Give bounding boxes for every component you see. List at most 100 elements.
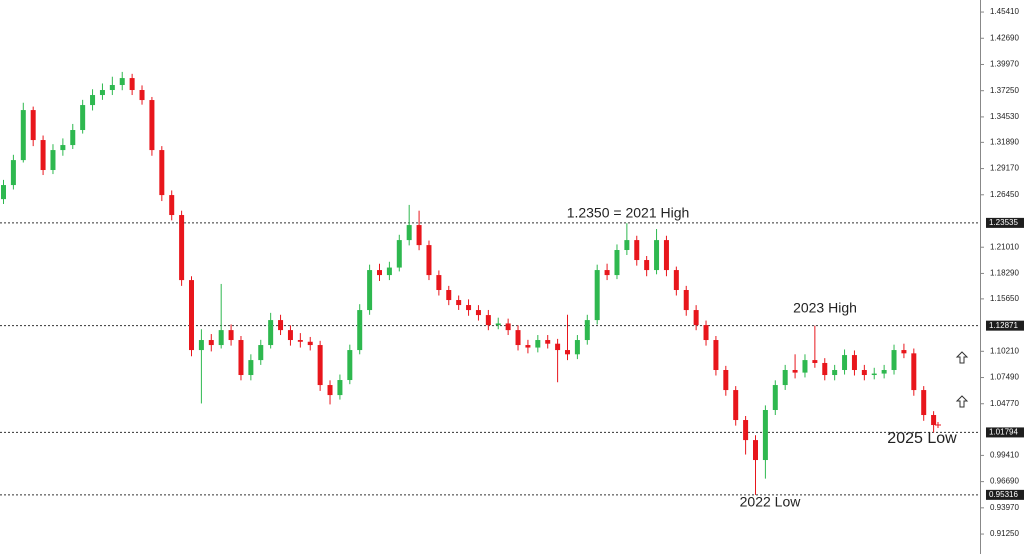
y-tick-label: 1.42690 <box>990 33 1019 42</box>
candle-body <box>30 110 36 141</box>
y-tick-label: 1.34530 <box>990 112 1019 121</box>
arrow-icon <box>955 395 969 408</box>
candle-body <box>663 240 669 271</box>
level-box <box>986 489 1024 500</box>
candle-body <box>584 320 590 341</box>
annotation: 2025 Low <box>887 430 957 447</box>
candle-body <box>337 380 343 396</box>
candle-body <box>198 340 204 351</box>
candle-body <box>327 385 333 396</box>
candle-body <box>10 160 16 186</box>
candle-body <box>634 240 640 261</box>
candle-body <box>406 225 412 241</box>
level-box <box>986 427 1024 438</box>
candle-body <box>456 300 462 306</box>
annotation: 2022 Low <box>740 494 802 510</box>
candle-body <box>80 105 86 131</box>
candle-body <box>40 140 46 171</box>
candle-body <box>614 250 620 276</box>
candle-body <box>179 215 185 281</box>
candle-body <box>159 150 165 196</box>
y-tick-label: 0.96690 <box>990 477 1019 486</box>
candle-body <box>287 330 293 341</box>
candle-body <box>109 85 115 91</box>
candle-body <box>495 323 501 326</box>
candle-body <box>574 340 580 355</box>
candle-body <box>90 95 96 106</box>
candle-body <box>218 330 224 346</box>
candle-body <box>515 330 521 346</box>
y-tick-label: 0.99410 <box>990 451 1019 460</box>
candle-body <box>723 370 729 391</box>
y-tick-label: 1.04770 <box>990 399 1019 408</box>
candle-body <box>1 185 6 200</box>
candle-body <box>70 130 76 146</box>
candle-body <box>851 355 857 371</box>
candle-body <box>268 320 274 346</box>
candle-body <box>822 362 828 376</box>
candle-body <box>99 90 105 96</box>
candle-body <box>475 310 481 316</box>
candle-body <box>139 90 145 101</box>
candle-body <box>891 350 897 371</box>
candle-body <box>386 267 392 276</box>
candle-body <box>733 390 739 421</box>
candle-body <box>812 360 818 363</box>
y-tick-label: 1.26450 <box>990 190 1019 199</box>
candle-body <box>505 323 511 331</box>
candle-body <box>594 270 600 321</box>
candle-body <box>871 373 877 376</box>
y-tick-label: 1.21010 <box>990 242 1019 251</box>
annotation: 1.2350 = 2021 High <box>567 205 690 221</box>
candle-body <box>297 340 303 342</box>
candle-body <box>921 390 927 416</box>
arrow-icon <box>955 351 969 364</box>
candle-body <box>832 370 838 376</box>
candle-body <box>426 245 432 276</box>
candle-body <box>693 310 699 326</box>
candle-body <box>911 353 917 391</box>
y-tick-label: 1.29170 <box>990 164 1019 173</box>
candle-body <box>604 270 610 276</box>
candle-body <box>367 270 373 311</box>
y-tick-label: 1.15650 <box>990 294 1019 303</box>
candle-body <box>149 100 155 151</box>
candle-body <box>347 350 353 381</box>
candle-body <box>644 260 650 271</box>
candle-body <box>485 315 491 326</box>
candle-body <box>555 343 561 351</box>
y-tick-label: 0.93970 <box>990 503 1019 512</box>
candle-body <box>278 320 284 331</box>
candle-body <box>377 270 382 276</box>
candle-body <box>565 350 570 355</box>
candle-body <box>931 415 937 426</box>
candle-body <box>881 370 887 374</box>
candle-body <box>703 325 709 341</box>
candle-body <box>683 290 689 311</box>
level-box <box>986 320 1024 331</box>
y-tick-label: 1.10210 <box>990 346 1019 355</box>
candle-body <box>317 345 323 386</box>
level-label: 1.23535 <box>989 218 1018 227</box>
y-tick-label: 1.07490 <box>990 373 1019 382</box>
candle-body <box>624 240 630 251</box>
candle-body <box>50 150 56 171</box>
candle-body <box>743 420 749 441</box>
candle-body <box>673 270 679 291</box>
candle-body <box>802 360 808 373</box>
y-tick-label: 0.91250 <box>990 529 1019 538</box>
candle-body <box>258 345 264 361</box>
candle-body <box>228 330 234 341</box>
y-tick-label: 1.18290 <box>990 269 1019 278</box>
candle-body <box>436 275 442 291</box>
candle-body <box>525 345 531 348</box>
level-box <box>986 217 1024 228</box>
candle-body <box>654 240 660 271</box>
candle-body <box>901 350 907 354</box>
candle-body <box>238 340 244 376</box>
y-tick-label: 1.37250 <box>990 86 1019 95</box>
candle-body <box>189 280 194 351</box>
candle-body <box>535 340 541 348</box>
y-tick-label: 1.31890 <box>990 137 1019 146</box>
